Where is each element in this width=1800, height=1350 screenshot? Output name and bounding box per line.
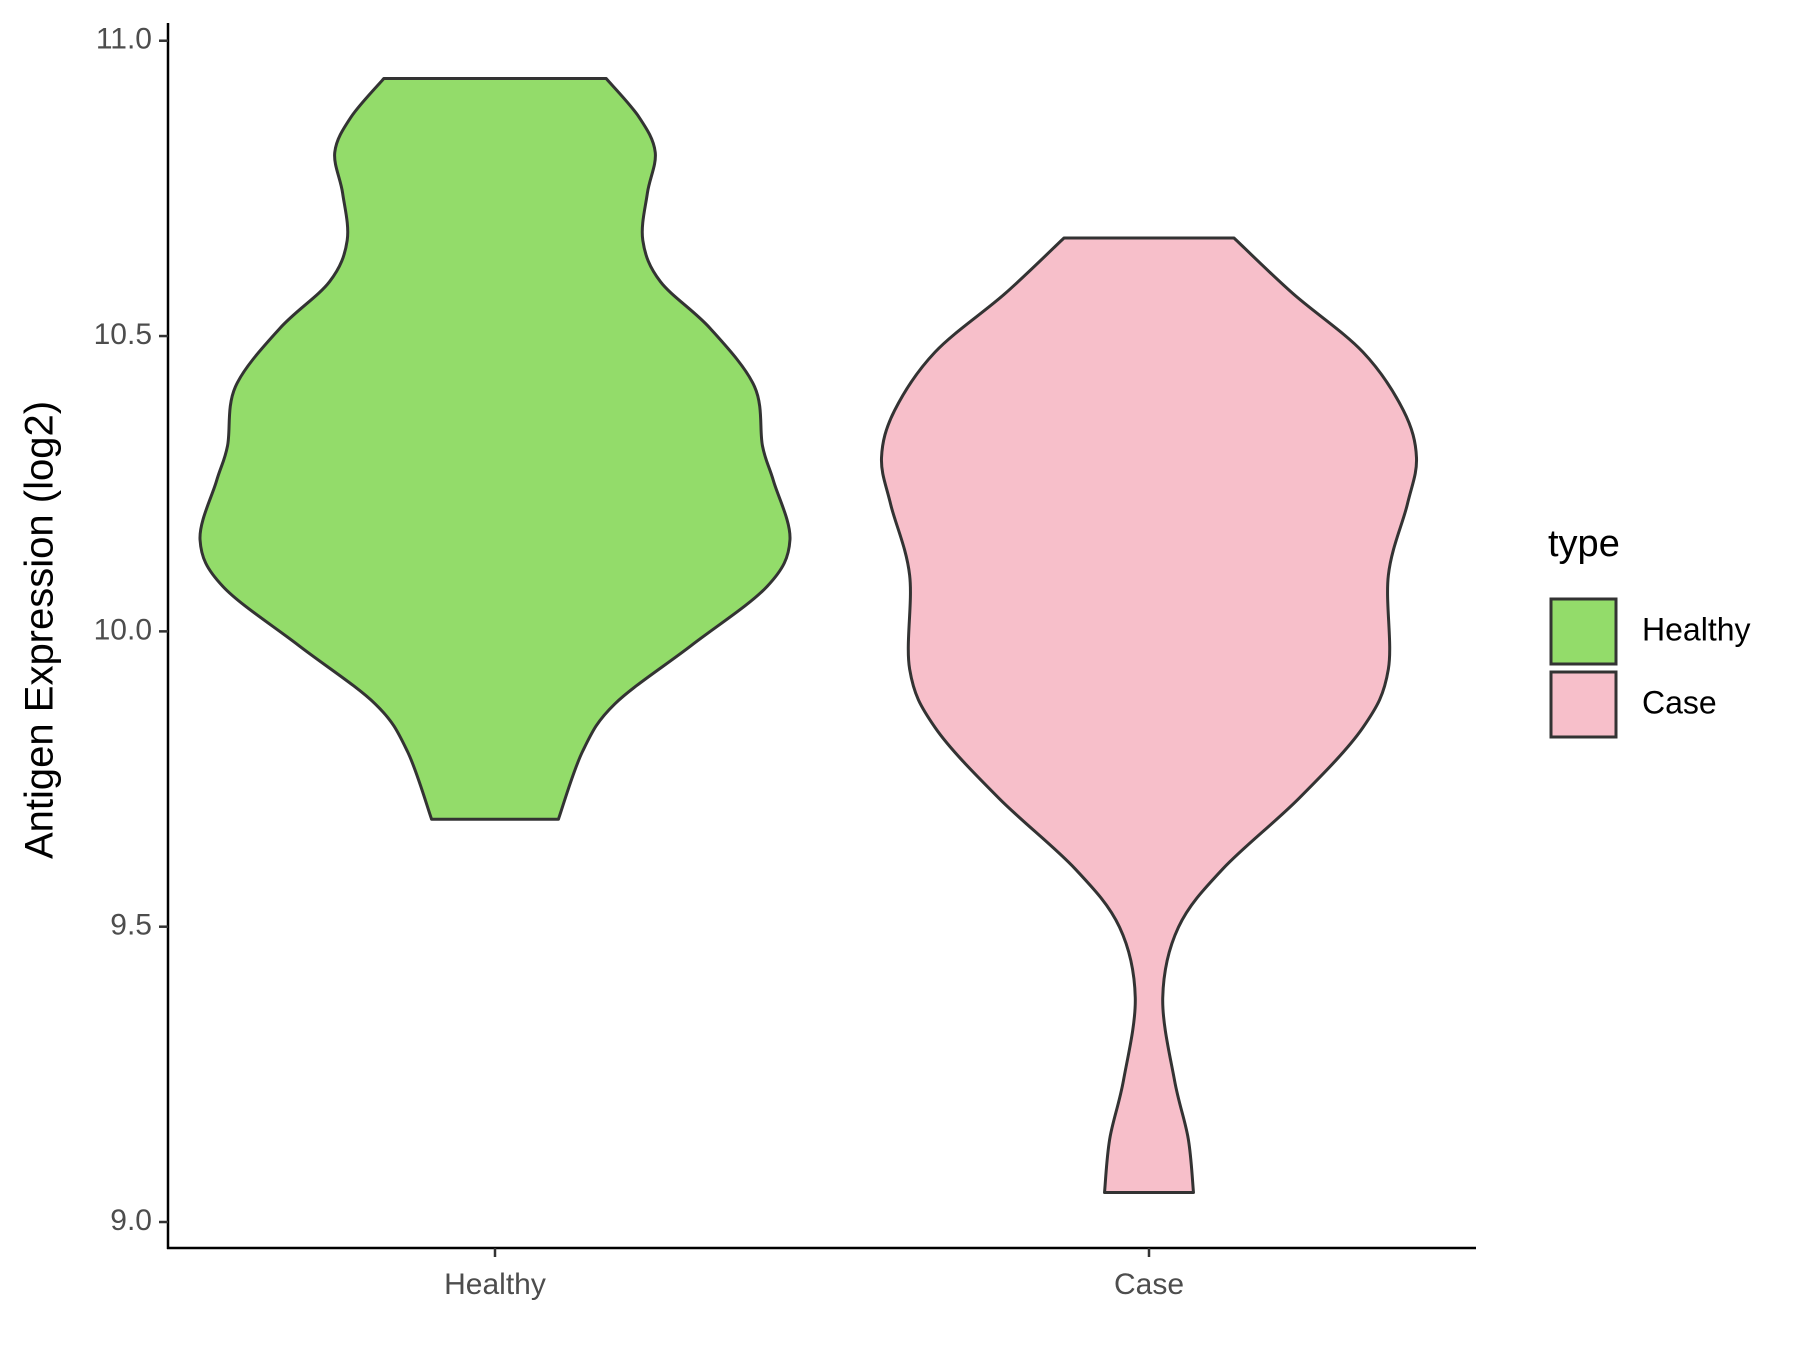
legend-key [1549,597,1618,666]
y-tick-label: 9.5 [110,909,152,942]
y-tick-label: 10.0 [94,613,152,646]
legend-label: Case [1642,684,1717,720]
legend-key [1549,670,1618,739]
x-tick-label: Case [1114,1268,1184,1301]
y-tick-label: 10.5 [94,318,152,351]
y-tick-label: 9.0 [110,1204,152,1237]
y-axis-title: Antigen Expression (log2) [18,401,62,859]
violin [880,236,1418,1194]
x-tick-label: Healthy [444,1268,546,1301]
violin [198,77,792,821]
y-tick-label: 11.0 [96,23,152,56]
legend-title: type [1548,523,1620,565]
legend-label: Healthy [1642,611,1751,647]
